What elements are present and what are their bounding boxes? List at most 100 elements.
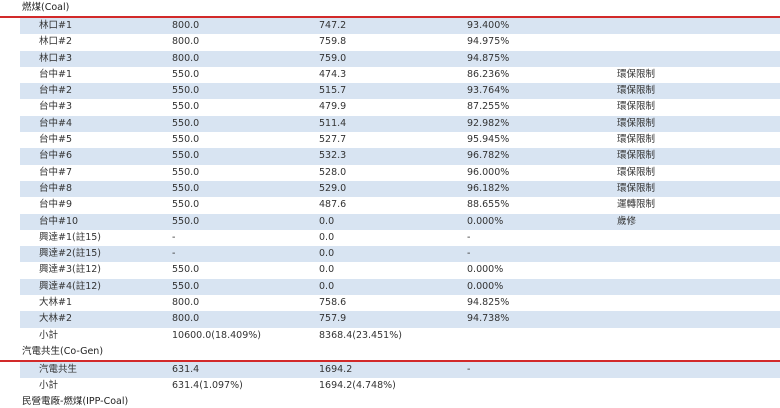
table-row: 興達#2(註15) - 0.0 - <box>20 246 780 263</box>
utilization-ratio: 94.975% <box>467 36 510 48</box>
utilization-ratio: 94.738% <box>467 313 510 325</box>
subtotal-capacity: 631.4(1.097%) <box>172 380 243 392</box>
utilization-ratio: 96.782% <box>467 150 510 162</box>
installed-capacity: 550.0 <box>172 264 200 276</box>
utilization-ratio: 93.764% <box>467 85 510 97</box>
utilization-ratio: 0.000% <box>467 215 504 227</box>
remark: 環保限制 <box>617 101 656 113</box>
remark: 運轉限制 <box>617 199 656 211</box>
section-header: 燃煤(Coal) <box>0 0 780 18</box>
remark: 環保限制 <box>617 150 656 162</box>
net-generation: 0.0 <box>319 280 335 292</box>
unit-name: 台中#9 <box>39 199 73 211</box>
utilization-ratio: 94.825% <box>467 297 510 309</box>
utilization-ratio: 86.236% <box>467 68 510 80</box>
unit-name: 大林#2 <box>39 313 73 325</box>
installed-capacity: 800.0 <box>172 52 200 64</box>
utilization-ratio: 96.182% <box>467 182 510 194</box>
net-generation: 527.7 <box>319 134 347 146</box>
utilization-ratio: 92.982% <box>467 117 510 129</box>
unit-name: 台中#6 <box>39 150 73 162</box>
table-row: 林口#3 800.0 759.0 94.875% <box>20 50 780 67</box>
unit-name: 興達#3(註12) <box>39 264 102 276</box>
subtotal-row: 小計 10600.0(18.409%) 8368.4(23.451%) <box>20 327 780 344</box>
remark: 環保限制 <box>617 166 656 178</box>
net-generation: 0.0 <box>319 231 335 243</box>
installed-capacity: 550.0 <box>172 166 200 178</box>
installed-capacity: 800.0 <box>172 313 200 325</box>
utilization-ratio: 96.000% <box>467 166 510 178</box>
table-row: 台中#6 550.0 532.3 96.782% 環保限制 <box>20 148 780 165</box>
installed-capacity: 550.0 <box>172 134 200 146</box>
net-generation: 747.2 <box>319 20 347 31</box>
installed-capacity: 631.4 <box>172 363 200 375</box>
unit-name: 興達#4(註12) <box>39 280 102 292</box>
net-generation: 757.9 <box>319 313 347 325</box>
table-row: 汽電共生 631.4 1694.2 - <box>20 361 780 379</box>
subtotal-capacity: 10600.0(18.409%) <box>172 329 261 341</box>
subtotal-row: 小計 631.4(1.097%) 1694.2(4.748%) <box>20 378 780 395</box>
unit-name: 台中#8 <box>39 182 73 194</box>
table-row: 台中#4 550.0 511.4 92.982% 環保限制 <box>20 115 780 133</box>
net-generation: 515.7 <box>319 85 347 97</box>
installed-capacity: 550.0 <box>172 117 200 129</box>
unit-name: 林口#1 <box>39 20 73 31</box>
installed-capacity: 800.0 <box>172 20 200 31</box>
table-row: 大林#1 800.0 758.6 94.825% <box>20 295 780 312</box>
net-generation: 487.6 <box>319 199 347 211</box>
installed-capacity: 550.0 <box>172 280 200 292</box>
table-row: 興達#4(註12) 550.0 0.0 0.000% <box>20 278 780 296</box>
table-row: 興達#3(註12) 550.0 0.0 0.000% <box>20 262 780 279</box>
utilization-ratio: - <box>467 248 471 260</box>
installed-capacity: 550.0 <box>172 215 200 227</box>
utilization-ratio: 0.000% <box>467 280 504 292</box>
net-generation: 1694.2 <box>319 363 353 375</box>
net-generation: 0.0 <box>319 248 335 260</box>
unit-name: 大林#1 <box>39 297 73 309</box>
subtotal-generation: 1694.2(4.748%) <box>319 380 396 392</box>
net-generation: 479.9 <box>319 101 347 113</box>
table-row: 大林#2 800.0 757.9 94.738% <box>20 311 780 328</box>
installed-capacity: 550.0 <box>172 85 200 97</box>
net-generation: 528.0 <box>319 166 347 178</box>
installed-capacity: 800.0 <box>172 36 200 48</box>
unit-name: 台中#5 <box>39 134 73 146</box>
table-row: 台中#3 550.0 479.9 87.255% 環保限制 <box>20 99 780 116</box>
table-row: 台中#8 550.0 529.0 96.182% 環保限制 <box>20 180 780 198</box>
section-header: 汽電共生(Co-Gen) <box>0 344 780 362</box>
utilization-ratio: 88.655% <box>467 199 510 211</box>
installed-capacity: - <box>172 248 176 260</box>
unit-name: 台中#3 <box>39 101 73 113</box>
remark: 環保限制 <box>617 85 656 97</box>
installed-capacity: 550.0 <box>172 150 200 162</box>
installed-capacity: 550.0 <box>172 182 200 194</box>
net-generation: 758.6 <box>319 297 347 309</box>
net-generation: 759.8 <box>319 36 347 48</box>
net-generation: 759.0 <box>319 52 347 64</box>
utilization-ratio: 95.945% <box>467 134 510 146</box>
net-generation: 474.3 <box>319 68 347 80</box>
table-row: 林口#2 800.0 759.8 94.975% <box>20 34 780 51</box>
net-generation: 511.4 <box>319 117 347 129</box>
net-generation: 532.3 <box>319 150 347 162</box>
installed-capacity: 800.0 <box>172 297 200 309</box>
table-row: 林口#1 800.0 747.2 93.400% <box>20 18 780 35</box>
net-generation: 529.0 <box>319 182 347 194</box>
utilization-ratio: 94.875% <box>467 52 510 64</box>
subtotal-generation: 8368.4(23.451%) <box>319 329 402 341</box>
unit-name: 台中#4 <box>39 117 73 129</box>
unit-name: 台中#7 <box>39 166 73 178</box>
table-row: 興達#1(註15) - 0.0 - <box>20 229 780 247</box>
unit-name: 台中#2 <box>39 85 73 97</box>
utilization-ratio: 0.000% <box>467 264 504 276</box>
table-row: 台中#7 550.0 528.0 96.000% 環保限制 <box>20 164 780 181</box>
remark: 環保限制 <box>617 117 656 129</box>
table-row: 台中#5 550.0 527.7 95.945% 環保限制 <box>20 132 780 149</box>
utilization-ratio: 93.400% <box>467 20 510 31</box>
table-row: 台中#1 550.0 474.3 86.236% 環保限制 <box>20 66 780 84</box>
unit-name: 興達#2(註15) <box>39 248 102 260</box>
installed-capacity: 550.0 <box>172 68 200 80</box>
unit-name: 台中#1 <box>39 68 73 80</box>
utilization-ratio: - <box>467 231 471 243</box>
remark: 歲修 <box>617 215 637 227</box>
